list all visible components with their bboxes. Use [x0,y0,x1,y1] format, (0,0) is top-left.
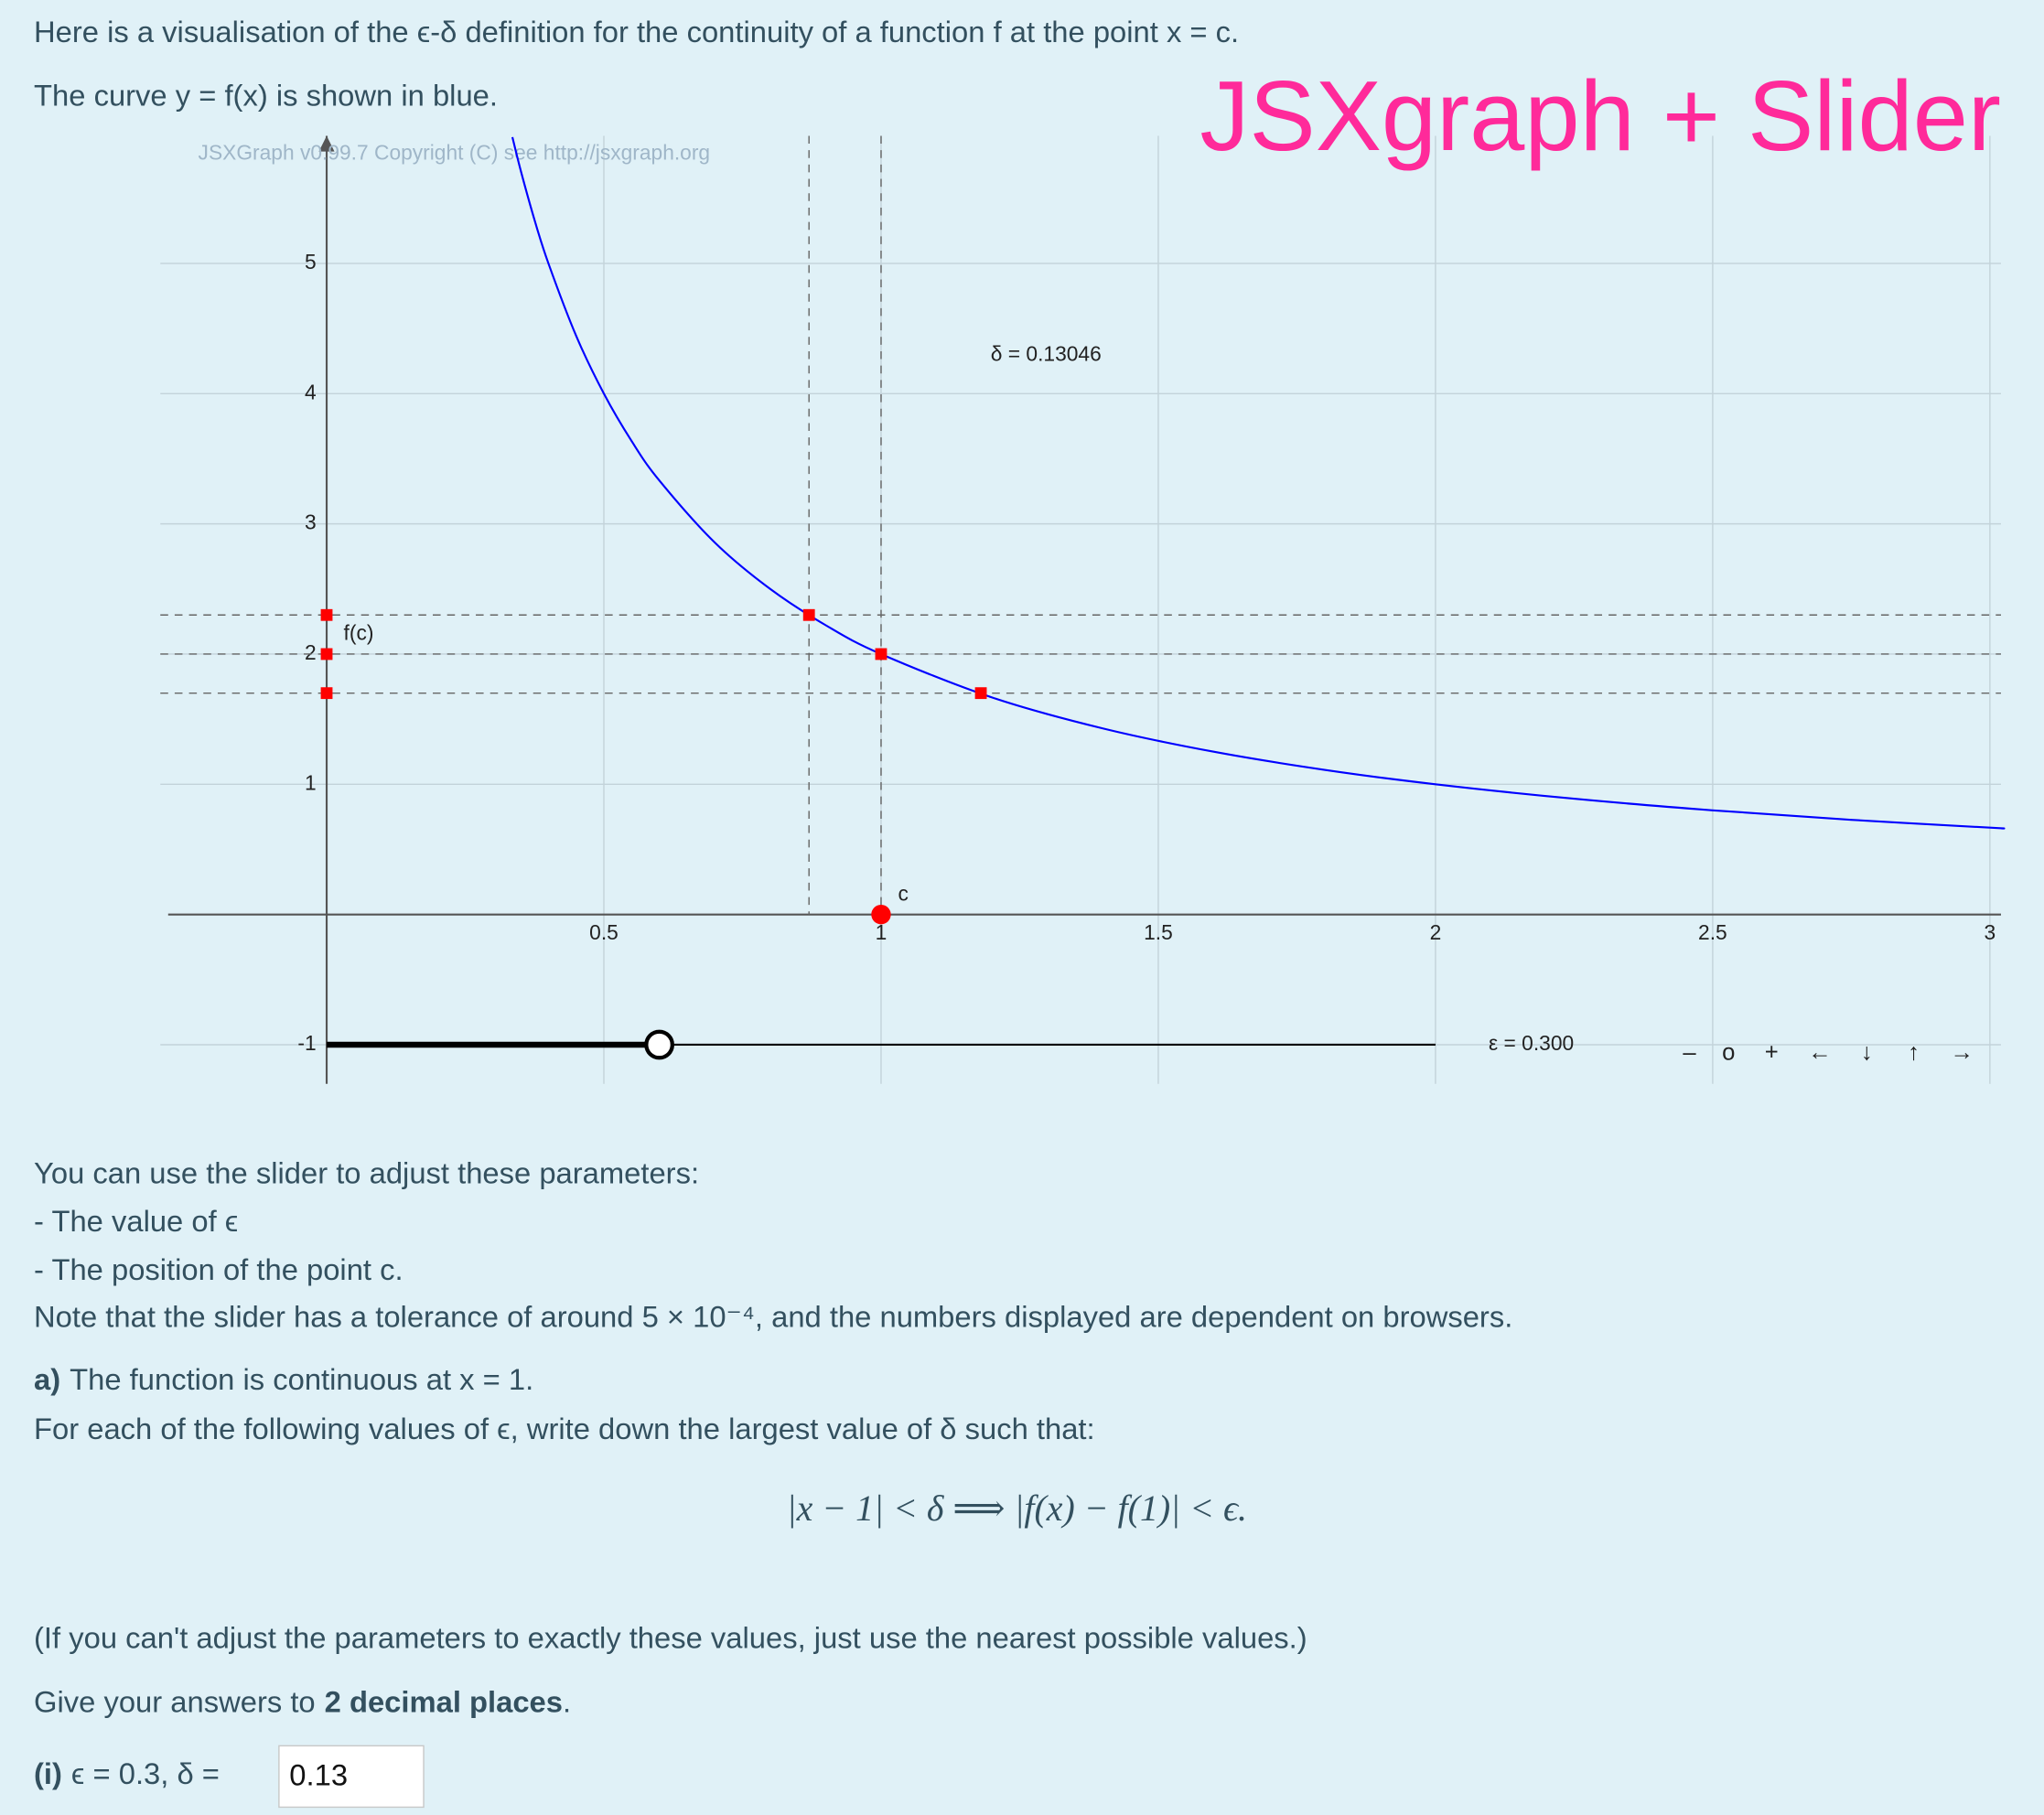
slider-knob[interactable] [644,1029,674,1060]
x-tick-label: 1.5 [1144,920,1173,944]
y-tick-label: 2 [305,640,317,664]
x-tick-label: 0.5 [589,920,619,944]
y-tick-label: 4 [305,380,317,403]
intro-line: The curve y = f(x) is shown in blue. [34,79,498,113]
point [875,648,888,660]
question: (i) ϵ = 0.3, δ = [34,1756,220,1790]
curve [511,136,2006,830]
give-prefix: Give your answers to [34,1684,316,1718]
nav-button[interactable]: – [1683,1040,1696,1066]
c-label: c [898,881,908,905]
y-tick-label: 5 [305,250,317,274]
formula: |x − 1| < δ ⟹ |f(x) − f(1)| < ϵ. [787,1487,1247,1529]
instruction: Note that the slider has a tolerance of … [34,1299,1512,1333]
point [974,687,987,700]
point [802,608,815,621]
instruction: You can use the slider to adjust these p… [34,1155,699,1189]
x-tick-label: 2.5 [1698,920,1727,944]
give: Give your answers to 2 decimal places. [34,1684,571,1718]
x-tick-label: 3 [1985,920,1996,944]
give-bold: 2 decimal places [325,1684,563,1718]
nav-button[interactable]: ↓ [1861,1040,1873,1066]
nav-button[interactable]: + [1765,1040,1779,1066]
part-text: The function is continuous at x = 1. [70,1362,533,1396]
graph: 0.5 1 1.5 2 2.5 3 -1 1 2 3 4 5 JSXGraph v0.99.7 Copy… [160,135,2006,1084]
input-value[interactable]: 0.13 [289,1757,348,1791]
x-tick-label: 2 [1430,920,1442,944]
intro-line: Here is a visualisation of the ϵ-δ defin… [34,15,1239,48]
point [320,687,333,700]
point [320,608,333,621]
answer-input[interactable]: 0.13 [278,1745,425,1809]
y-tick-label: -1 [297,1031,316,1055]
nav-button[interactable]: → [1950,1040,1974,1066]
give-suffix: . [563,1684,571,1718]
part-a: a) The function is continuous at x = 1. [34,1362,533,1396]
credit: JSXGraph v0.99.7 Copyright (C) see http:… [199,140,711,164]
c-point[interactable] [871,904,891,925]
instruction: - The position of the point c. [34,1252,403,1286]
y-tick-label: 1 [305,770,317,794]
x-tick-label: 1 [876,920,888,944]
question-text: ϵ = 0.3, δ = [71,1756,220,1790]
nav-button[interactable]: ↑ [1908,1040,1920,1066]
overlay-title: JSXgraph + Slider [1200,60,2001,171]
y-tick-label: 3 [305,510,317,534]
delta-label: δ = 0.13046 [991,341,1102,365]
prompt: For each of the following values of ϵ, w… [34,1412,1095,1445]
instruction: - The value of ϵ [34,1204,238,1238]
slider-label: ε = 0.300 [1489,1031,1574,1055]
part-label: a) [34,1362,60,1396]
question-label: (i) [34,1756,62,1790]
y-axis-arrow [318,135,335,152]
nav-button[interactable]: o [1722,1040,1735,1066]
nav-button[interactable]: ← [1808,1040,1832,1066]
fc-label: f(c) [344,621,374,645]
input-box[interactable] [278,1745,425,1809]
point [320,648,333,660]
note: (If you can't adjust the parameters to e… [34,1620,1307,1654]
